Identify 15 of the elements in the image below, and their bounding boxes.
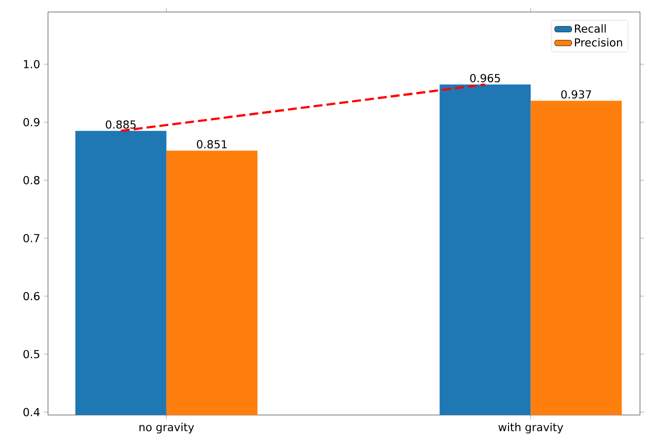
legend-label: Recall: [574, 24, 606, 33]
data-label: 0.851: [196, 140, 227, 148]
y-tick-label: 0.4: [23, 408, 40, 416]
y-tick-label: 0.7: [23, 234, 40, 242]
x-tick-label: with gravity: [498, 422, 564, 434]
data-label: 0.965: [470, 74, 500, 82]
y-tick-label: 1.0: [24, 60, 40, 68]
y-tick-label: 0.9: [23, 118, 40, 126]
y-tick-label: 0.6: [23, 292, 40, 300]
legend-label: Precision: [574, 38, 622, 47]
y-tick-label: 0.8: [23, 176, 40, 184]
x-tick-label: no gravity: [139, 422, 194, 434]
data-label: 0.937: [561, 90, 592, 99]
y-tick-label: 0.5: [23, 350, 40, 358]
data-label: 0.885: [106, 120, 136, 129]
